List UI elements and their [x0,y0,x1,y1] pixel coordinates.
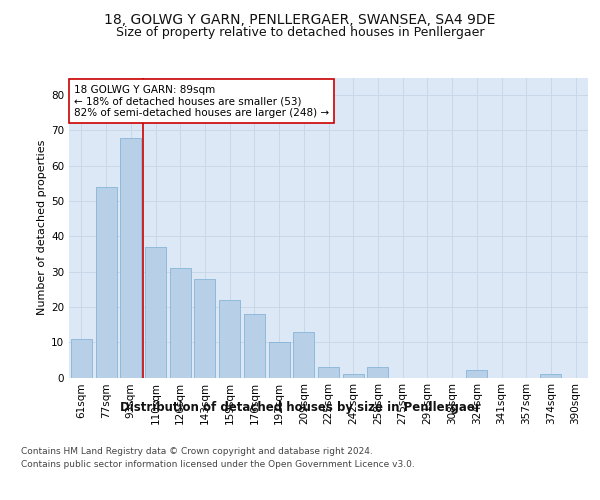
Text: Distribution of detached houses by size in Penllergaer: Distribution of detached houses by size … [119,401,481,414]
Bar [269,342,290,378]
Bar [293,332,314,378]
Bar [541,374,562,378]
Bar [145,247,166,378]
Text: Contains HM Land Registry data © Crown copyright and database right 2024.
Contai: Contains HM Land Registry data © Crown c… [21,448,415,469]
Bar [466,370,487,378]
Text: 18 GOLWG Y GARN: 89sqm
← 18% of detached houses are smaller (53)
82% of semi-det: 18 GOLWG Y GARN: 89sqm ← 18% of detached… [74,84,329,118]
Bar [219,300,240,378]
Bar [120,138,141,378]
Bar [343,374,364,378]
Bar [170,268,191,378]
Bar [367,367,388,378]
Text: Size of property relative to detached houses in Penllergaer: Size of property relative to detached ho… [116,26,484,39]
Bar [194,278,215,378]
Bar [95,187,116,378]
Bar [318,367,339,378]
Y-axis label: Number of detached properties: Number of detached properties [37,140,47,315]
Text: 18, GOLWG Y GARN, PENLLERGAER, SWANSEA, SA4 9DE: 18, GOLWG Y GARN, PENLLERGAER, SWANSEA, … [104,12,496,26]
Bar [244,314,265,378]
Bar [71,338,92,378]
